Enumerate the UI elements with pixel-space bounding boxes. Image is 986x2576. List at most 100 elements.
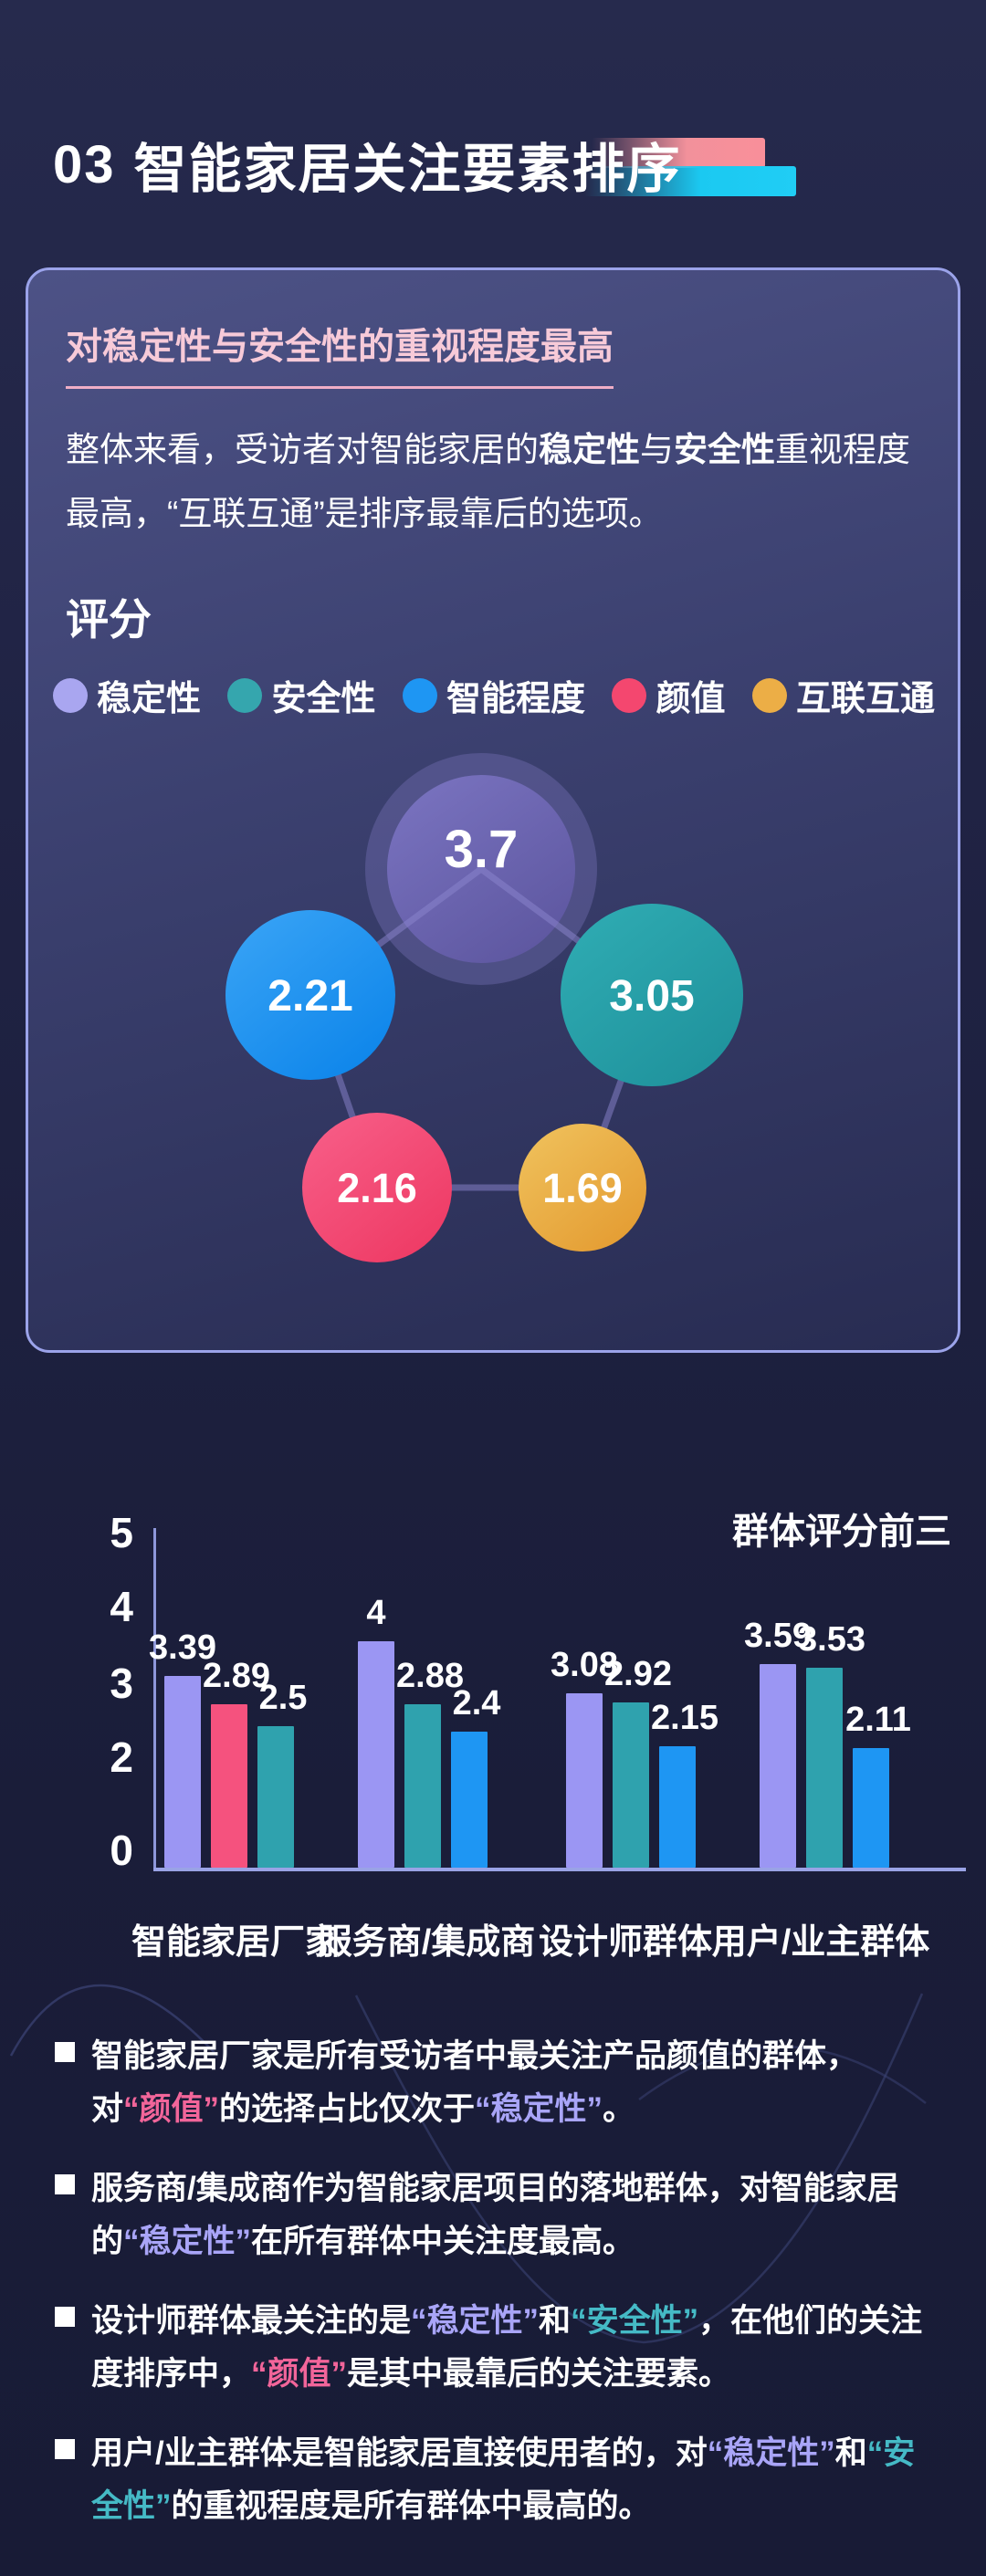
appearance-bubble-value: 2.16 [337,1165,417,1211]
y-axis-tick-label: 3 [110,1660,133,1707]
bullet-text: 用户/业主群体是智能家居直接使用者的，对“稳定性”和“安全性”的重视程度是所有群… [91,2427,933,2533]
intelligence-dot-icon [402,677,437,713]
section-number: 03 [53,134,116,194]
highlighted-text-segment: “安全性” [91,2435,916,2524]
highlighted-text-segment: 智能家居厂家 [91,2038,284,2074]
highlighted-text-segment: “安全性” [571,2303,699,2339]
text-segment: 和 [539,2303,572,2339]
stability-bubble-value: 3.7 [445,820,519,879]
text-segment: 与 [640,431,674,468]
bullet-text: 服务商/集成商作为智能家居项目的落地群体，对智能家居的“稳定性”在所有群体中关注… [91,2162,933,2268]
text-segment: 整体来看，受访者对智能家居的 [66,431,539,468]
bar-稳定性 [358,1641,394,1868]
x-axis-category-label: 服务商/集成商 [317,1923,536,1962]
bullet-text: 设计师群体最关注的是“稳定性”和“安全性”，在他们的关注度排序中，“颜值”是其中… [91,2295,933,2401]
text-segment: ，在他们的关注度排序中， [91,2303,923,2392]
section-header: 03 智能家居关注要素排序 [53,130,682,200]
card-paragraph: 整体来看，受访者对智能家居的稳定性与安全性重视程度最高，“互联互通”是排序最靠后… [66,418,928,546]
legend-item-appearance: 颜值 [612,670,725,720]
bar-value-label: 2.88 [396,1657,464,1695]
x-axis-category-label: 设计师群体 [538,1923,713,1962]
score-legend: 稳定性 安全性 智能程度 颜值 互联互通 [53,670,935,720]
interconnection-dot-icon [751,677,787,713]
highlighted-text-segment: 服务商/集成商 [91,2171,292,2206]
highlighted-text-segment: “稳定性” [123,2224,252,2259]
y-axis-tick-label: 4 [110,1583,133,1630]
x-axis-line [153,1868,966,1871]
appearance-dot-icon [612,677,647,713]
interconnection-bubble-value: 1.69 [542,1165,623,1211]
text-segment: 的重视程度是所有群体中最高的。 [171,2488,651,2524]
legend-item-interconnection: 互联互通 [751,670,935,720]
highlighted-text-segment: “稳定性” [707,2435,835,2471]
bar-value-label: 3.08 [551,1646,618,1684]
legend-label: 安全性 [271,680,376,718]
bullet-item: 智能家居厂家是所有受访者中最关注产品颜值的群体，对“颜值”的选择占比仅次于“稳定… [55,2030,933,2136]
text-segment: 。 [603,2091,635,2127]
stability-dot-icon [53,677,88,713]
square-bullet-icon [55,2439,75,2459]
text-segment: 在所有群体中关注度最高。 [251,2224,635,2259]
bar-value-label: 2.15 [651,1699,719,1737]
title-accent-bar-pink [592,138,765,168]
bar-颜值 [211,1704,247,1868]
appearance-bubble [302,1113,452,1262]
square-bullet-icon [55,2042,75,2062]
bullet-item: 设计师群体最关注的是“稳定性”和“安全性”，在他们的关注度排序中，“颜值”是其中… [55,2295,933,2401]
highlighted-text-segment: “颜值” [251,2356,348,2392]
bar-value-label: 2.89 [203,1657,270,1695]
bar-智能程度 [659,1746,696,1868]
title-accent-bar-cyan [584,166,796,196]
highlighted-text-segment: “颜值” [123,2091,220,2127]
bar-value-label: 2.92 [604,1655,672,1693]
legend-label: 稳定性 [97,680,202,718]
intelligence-bubble-value: 2.21 [267,972,352,1021]
bar-value-label: 3.59 [744,1617,812,1655]
legend-label: 智能程度 [446,680,585,718]
legend-item-intelligence: 智能程度 [402,670,585,720]
bar-value-label: 4 [366,1594,386,1632]
text-segment: 是智能家居直接使用者的，对 [291,2435,708,2471]
score-bubble-chart: 3.7 2.21 3.05 2.16 1.69 [226,753,743,1262]
square-bullet-icon [55,2174,75,2194]
legend-label: 互联互通 [795,680,935,718]
highlighted-text-segment: “稳定性” [411,2303,540,2339]
intelligence-bubble [226,910,395,1080]
bar-安全性 [404,1704,441,1868]
x-axis-category-label: 用户/业主群体 [711,1923,930,1962]
text-segment: 和 [834,2435,867,2471]
highlighted-text-segment: 安全性 [674,431,775,468]
bar-安全性 [257,1726,294,1868]
bar-安全性 [613,1702,649,1868]
y-axis-tick-label: 5 [110,1509,133,1556]
safety-dot-icon [227,677,263,713]
bar-稳定性 [164,1676,201,1868]
legend-item-stability: 稳定性 [53,670,201,720]
highlighted-text-segment: 设计师群体 [91,2303,252,2339]
bar-value-label: 3.39 [149,1628,216,1667]
legend-item-safety: 安全性 [227,670,376,720]
bar-智能程度 [853,1748,889,1868]
y-axis-tick-label: 2 [110,1733,133,1781]
bar-智能程度 [451,1732,488,1868]
bar-value-label: 3.53 [798,1620,865,1659]
card-header: 对稳定性与安全性的重视程度最高 [66,317,614,389]
bar-chart-title: 群体评分前三 [732,1512,951,1552]
bullet-item: 用户/业主群体是智能家居直接使用者的，对“稳定性”和“安全性”的重视程度是所有群… [55,2427,933,2533]
bar-value-label: 2.11 [845,1701,911,1739]
bar-value-label: 2.5 [258,1679,308,1717]
safety-bubble-value: 3.05 [609,972,694,1021]
bar-稳定性 [566,1693,603,1868]
highlighted-text-segment: 用户/业主群体 [91,2435,292,2471]
text-segment: 是所有受访者中最关注产品颜值的群体，对 [91,2038,859,2127]
summary-card [26,267,960,1353]
safety-bubble [561,904,743,1086]
y-axis-line [153,1528,156,1869]
bullet-text: 智能家居厂家是所有受访者中最关注产品颜值的群体，对“颜值”的选择占比仅次于“稳定… [91,2030,933,2136]
x-axis-category-label: 智能家居厂家 [131,1923,341,1962]
text-segment: 作为智能家居项目的落地群体，对智能家居的 [91,2171,899,2259]
score-heading: 评分 [66,595,152,644]
insight-bullets: 智能家居厂家是所有受访者中最关注产品颜值的群体，对“颜值”的选择占比仅次于“稳定… [55,2030,933,2560]
